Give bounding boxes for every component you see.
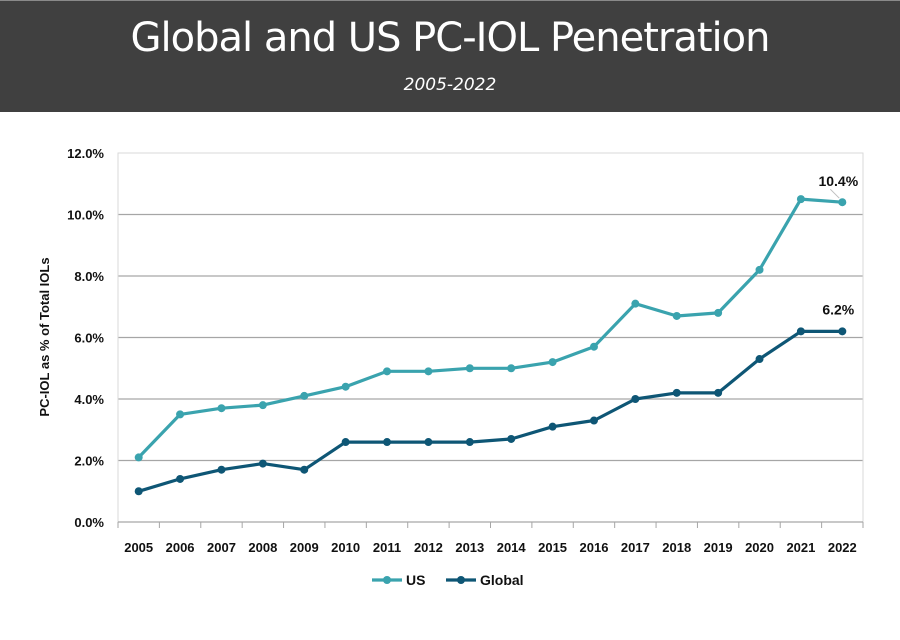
data-point-us [465, 364, 474, 373]
data-point-us [217, 404, 226, 413]
data-point-us [341, 382, 350, 391]
x-tick-label: 2017 [621, 540, 650, 555]
y-tick-label: 10.0% [67, 208, 104, 223]
y-tick-label: 8.0% [74, 269, 104, 284]
x-tick-label: 2010 [331, 540, 360, 555]
x-tick-label: 2005 [124, 540, 153, 555]
data-point-global [589, 416, 598, 425]
series-line-global [138, 329, 843, 493]
chart-subtitle: 2005-2022 [403, 75, 497, 95]
data-point-global [300, 465, 309, 474]
y-axis-title: PC-IOL as % of Total IOLs [37, 257, 52, 416]
data-point-us [507, 364, 516, 373]
y-tick-label: 2.0% [74, 454, 104, 469]
data-point-us [838, 198, 847, 207]
data-point-global [176, 474, 185, 483]
legend: US Global [372, 572, 524, 588]
data-labels: 10.4% 6.2% [818, 173, 858, 317]
data-point-global [838, 327, 847, 336]
gridlines [118, 213, 863, 462]
data-point-global [631, 395, 640, 403]
x-tick-label: 2018 [662, 540, 691, 555]
x-tick-label: 2015 [538, 540, 567, 555]
legend-item-global: Global [446, 572, 524, 588]
y-axis-ticks: 0.0% 2.0% 4.0% 6.0% 8.0% 10.0% 12.0% [67, 146, 104, 530]
x-tick-label: 2006 [166, 540, 195, 555]
x-tick-label: 2016 [580, 540, 609, 555]
data-point-global [465, 438, 474, 447]
data-point-us [589, 342, 598, 351]
x-tick-label: 2012 [414, 540, 443, 555]
legend-label-us: US [406, 572, 425, 588]
data-point-us [796, 195, 805, 204]
y-tick-label: 0.0% [74, 515, 104, 530]
legend-marker-us [383, 576, 391, 584]
x-tick-label: 2022 [828, 540, 857, 555]
x-tick-label: 2019 [704, 540, 733, 555]
data-point-global [383, 438, 392, 447]
data-point-global [217, 465, 226, 474]
legend-item-us: US [372, 572, 425, 588]
axes [117, 152, 864, 528]
data-label-us: 10.4% [818, 173, 858, 189]
series-line-us [137, 197, 843, 459]
data-point-us [755, 265, 764, 274]
data-point-us [548, 358, 557, 367]
data-point-us [383, 367, 392, 376]
x-tick-label: 2008 [248, 540, 277, 555]
data-point-us [424, 367, 433, 376]
data-label-leader-line [829, 188, 840, 199]
data-point-us [134, 453, 143, 462]
data-point-global [341, 438, 350, 447]
x-tick-label: 2014 [497, 540, 527, 555]
x-tick-label: 2011 [373, 540, 401, 555]
data-point-global [714, 388, 723, 397]
legend-marker-global [457, 576, 465, 584]
data-point-global [134, 487, 143, 496]
x-axis-ticks: 2005 2006 2007 2008 2009 2010 2011 2012 2013 2014… [124, 540, 857, 555]
data-point-global [672, 388, 681, 397]
data-point-us [176, 410, 185, 419]
x-tick-label: 2021 [786, 540, 815, 555]
chart-title: Global and US PC-IOL Penetration [130, 15, 771, 61]
data-point-global [755, 355, 764, 364]
y-tick-label: 12.0% [67, 146, 104, 161]
data-point-global [796, 327, 805, 336]
legend-label-global: Global [480, 572, 524, 588]
x-tick-label: 2013 [455, 540, 484, 555]
x-tick-label: 2007 [207, 540, 236, 555]
data-point-us [672, 311, 681, 320]
data-point-us [631, 299, 640, 308]
title-banner: Global and US PC-IOL Penetration 2005-20… [0, 0, 900, 112]
data-point-us [714, 308, 723, 317]
data-point-global [507, 434, 516, 443]
y-tick-label: 6.0% [74, 331, 104, 346]
data-point-global [424, 438, 433, 447]
data-point-us [258, 401, 267, 410]
data-point-global [548, 422, 557, 431]
data-label-global: 6.2% [822, 301, 854, 317]
x-tick-label: 2020 [745, 540, 774, 555]
x-tick-label: 2009 [290, 540, 319, 555]
data-point-us [300, 391, 309, 400]
data-point-global [258, 459, 267, 468]
y-tick-label: 4.0% [74, 392, 104, 407]
series-layer [134, 195, 847, 496]
